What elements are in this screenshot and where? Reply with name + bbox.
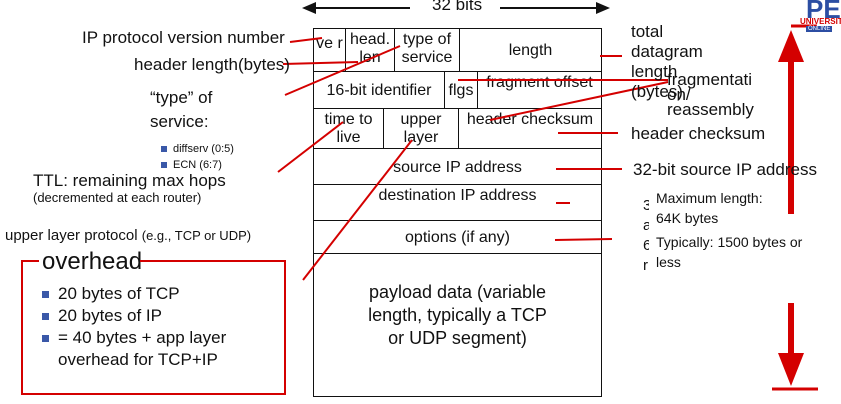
label-total-length: total datagram length (bytes) [631,22,703,101]
label-src-ip: 32-bit source IP address [633,160,817,179]
overhead-box-top-left [21,260,39,262]
field-head-len: head. len [345,28,395,72]
field-length: length [459,28,602,72]
field-checksum: header checksum [458,108,602,149]
label-typically: Typically: 1500 bytes or less [656,234,803,270]
field-flags: flgs [444,71,478,109]
label-ttl-note: (decremented at each router) [33,190,202,205]
label-upper-proto: upper layer protocol (e.g., TCP or UDP) [5,227,252,244]
label-diffserv: diffserv (0:5) [161,143,234,155]
overhead-box-top-right [140,260,286,262]
field-frag-offset: fragment offset [477,71,602,109]
label-dst-partial: 3 a 6 r [643,197,649,274]
label-ecn: ECN (6:7) [161,159,222,171]
field-src: source IP address [313,148,602,185]
label-version: IP protocol version number [82,28,285,47]
width-label: 32 bits [432,0,483,14]
overhead-item: 20 bytes of IP [40,305,258,327]
overhead-box [21,260,286,395]
overhead-item: = 40 bytes + app layer overhead for TCP+… [40,327,258,371]
label-header-checksum: header checksum [631,124,766,143]
field-options: options (if any) [313,220,602,254]
field-identifier: 16-bit identifier [313,71,445,109]
label-max-length: Maximum length: 64K bytes [656,190,763,226]
field-ttl: time to live [313,108,384,149]
label-fragmentation: fragmentati on/ reassembly [667,70,754,119]
overhead-title: overhead [38,249,147,275]
field-tos: type of service [394,28,460,72]
label-header-length: header length(bytes) [134,55,290,74]
field-ver: ve r [313,28,346,72]
field-payload: payload data (variable length, typically… [313,253,602,397]
overhead-item: 20 bytes of TCP [40,283,258,305]
length-bracket-arrow [772,24,818,391]
field-upper-layer: upper layer [383,108,459,149]
field-dst: destination IP address [313,184,602,221]
university-logo: PES UNIVERSIT ONLINE [800,0,841,32]
label-ttl: TTL: remaining max hops [33,171,226,190]
overhead-list: 20 bytes of TCP 20 bytes of IP = 40 byte… [40,283,258,371]
label-service-title: “type” of service: [150,88,213,131]
width-arrow [302,2,610,14]
